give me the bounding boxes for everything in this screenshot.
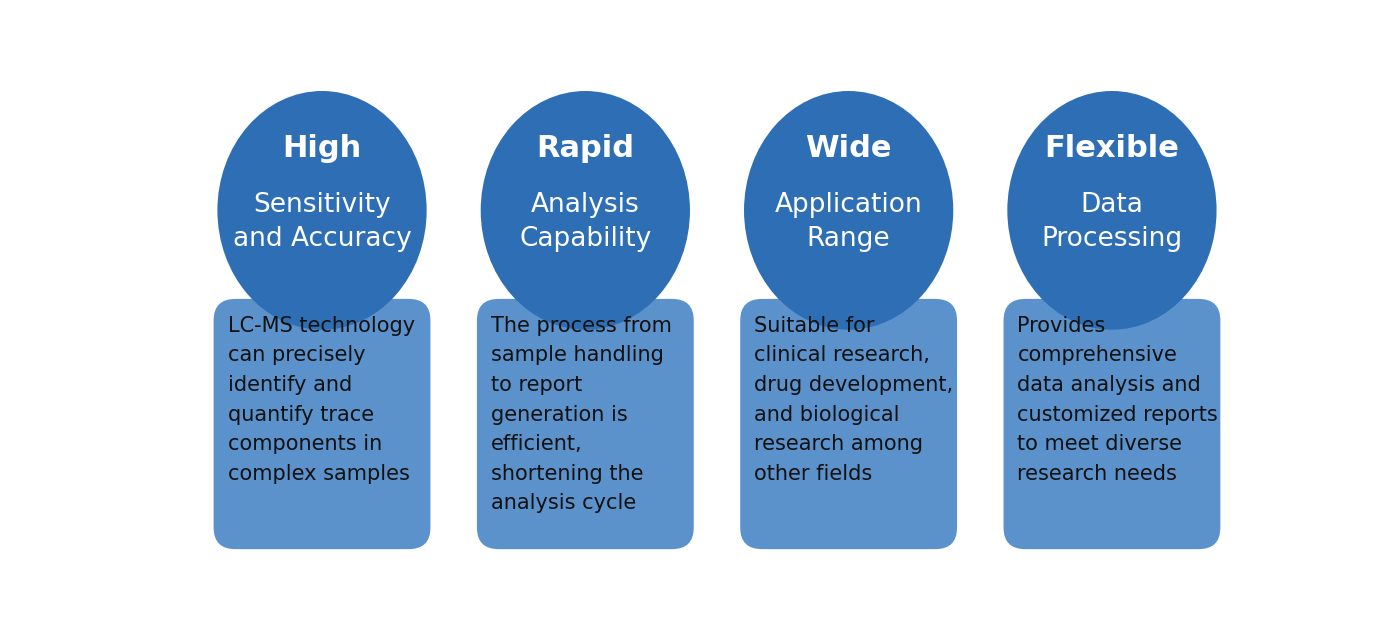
FancyBboxPatch shape bbox=[477, 299, 694, 549]
Text: Rapid: Rapid bbox=[536, 134, 634, 163]
Text: LC-MS technology
can precisely
identify and
quantify trace
components in
complex: LC-MS technology can precisely identify … bbox=[228, 316, 414, 484]
Text: Provides
comprehensive
data analysis and
customized reports
to meet diverse
rese: Provides comprehensive data analysis and… bbox=[1017, 316, 1219, 484]
Text: Suitable for
clinical research,
drug development,
and biological
research among
: Suitable for clinical research, drug dev… bbox=[754, 316, 953, 484]
Text: The process from
sample handling
to report
generation is
efficient,
shortening t: The process from sample handling to repo… bbox=[491, 316, 672, 513]
Text: Flexible: Flexible bbox=[1045, 134, 1179, 163]
Text: Sensitivity
and Accuracy: Sensitivity and Accuracy bbox=[232, 192, 411, 252]
Ellipse shape bbox=[744, 91, 953, 329]
Ellipse shape bbox=[481, 91, 690, 329]
Text: High: High bbox=[283, 134, 362, 163]
Text: Wide: Wide bbox=[806, 134, 893, 163]
Text: Application
Range: Application Range bbox=[775, 192, 922, 252]
FancyBboxPatch shape bbox=[214, 299, 431, 549]
FancyBboxPatch shape bbox=[740, 299, 957, 549]
Ellipse shape bbox=[217, 91, 427, 329]
Ellipse shape bbox=[1007, 91, 1217, 329]
Text: Analysis
Capability: Analysis Capability bbox=[519, 192, 652, 252]
FancyBboxPatch shape bbox=[1003, 299, 1220, 549]
Text: Data
Processing: Data Processing bbox=[1041, 192, 1182, 252]
